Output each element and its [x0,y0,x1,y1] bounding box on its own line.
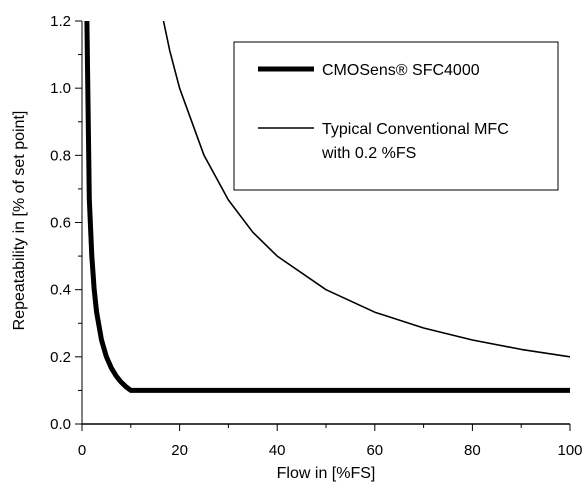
legend-label-2: Typical Conventional MFC [322,121,509,138]
y-tick-label: 1.2 [50,13,71,30]
y-tick-label: 0.8 [50,147,71,164]
y-tick-label: 0.0 [50,416,71,433]
plot-layer [84,21,570,393]
y-tick-label: 0.6 [50,215,71,232]
x-tick-label: 40 [269,442,286,459]
legend-label-2: with 0.2 %FS [321,145,416,162]
x-axis-title: Flow in [%FS] [277,465,376,482]
x-tick-label: 20 [171,442,188,459]
legend: CMOSens® SFC4000 Typical Conventional MFC… [233,41,559,191]
x-tick-label: 100 [557,442,582,459]
y-tick-label: 0.2 [50,349,71,366]
x-tick-label: 80 [464,442,481,459]
y-tick-label: 1.0 [50,80,71,97]
x-tick-label: 60 [366,442,383,459]
legend-label-1: CMOSens® SFC4000 [322,62,480,79]
series-line-1 [84,21,570,393]
y-tick-label: 0.4 [50,282,71,299]
x-tick-label: 0 [78,442,86,459]
ticks-layer: 0.0 0.2 0.4 0.6 0.8 1.0 1.2 0 20 40 60 80 100 [50,13,582,459]
y-axis-title: Repeatability in [% of set point] [11,111,28,331]
series-line-2 [162,21,570,358]
